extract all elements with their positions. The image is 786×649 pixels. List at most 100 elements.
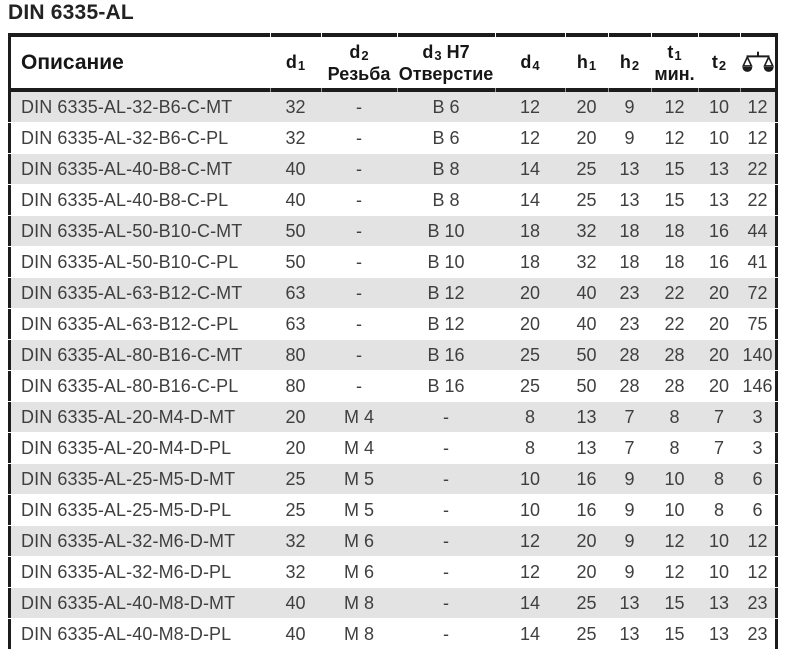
cell-d2: - bbox=[356, 159, 362, 179]
border-notch bbox=[698, 33, 699, 37]
cell-h2: 13 bbox=[619, 593, 640, 613]
table-row: DIN 6335-AL-25-M5-D-PL 25 M 5 - 10 16 9 10 8 6 bbox=[8, 495, 778, 525]
cell-d3: B 6 bbox=[432, 97, 460, 117]
cell-t1: 15 bbox=[664, 159, 685, 179]
table-row: DIN 6335-AL-63-B12-C-MT 63 - B 12 20 40 23 22 20… bbox=[8, 278, 778, 308]
border-notch bbox=[740, 33, 741, 37]
table-row: DIN 6335-AL-32-M6-D-MT 32 M 6 - 12 20 9 12 10 12 bbox=[8, 526, 778, 556]
cell-h2: 13 bbox=[619, 190, 640, 210]
cell-d2: - bbox=[356, 190, 362, 210]
cell-d4: 12 bbox=[519, 562, 541, 582]
border-notch bbox=[651, 33, 652, 37]
cell-h2: 9 bbox=[624, 128, 635, 148]
cell-d4: 14 bbox=[519, 624, 541, 644]
cell-d1: 25 bbox=[285, 500, 306, 520]
cell-d3: B 16 bbox=[427, 345, 465, 365]
cell-d2: M 5 bbox=[343, 469, 374, 489]
cell-d4: 25 bbox=[519, 376, 541, 396]
cell-h1: 25 bbox=[576, 159, 597, 179]
cell-d4: 20 bbox=[519, 314, 541, 334]
cell-d4: 14 bbox=[519, 159, 541, 179]
col-header-symbol: t bbox=[667, 41, 674, 62]
cell-h2: 23 bbox=[619, 283, 640, 303]
cell-weight: 140 bbox=[742, 345, 773, 365]
cell-d4: 18 bbox=[519, 221, 541, 241]
cell-d2: - bbox=[356, 376, 362, 396]
spec-table: Описание d1 d2 Резьба d3 H7 Отверстие d4 h1 h2 t1… bbox=[8, 33, 778, 649]
col-header-subscript: 2 bbox=[361, 47, 369, 63]
cell-d1: 40 bbox=[285, 190, 306, 210]
cell-desc: DIN 6335-AL-32-M6-D-PL bbox=[21, 562, 232, 582]
col-header-h2: h2 bbox=[608, 33, 651, 88]
cell-weight: 6 bbox=[752, 500, 763, 520]
cell-d4: 12 bbox=[519, 128, 541, 148]
page-title: DIN 6335-AL bbox=[8, 1, 134, 24]
border-notch bbox=[397, 33, 398, 37]
border-notch bbox=[495, 33, 496, 37]
table-row: DIN 6335-AL-63-B12-C-PL 63 - B 12 20 40 23 22 20… bbox=[8, 309, 778, 339]
cell-t2: 20 bbox=[708, 314, 730, 334]
cell-d4: 8 bbox=[524, 407, 535, 427]
border-notch bbox=[270, 33, 271, 37]
table-row: DIN 6335-AL-50-B10-C-PL 50 - B 10 18 32 18 18 16… bbox=[8, 247, 778, 277]
cell-d1: 80 bbox=[285, 345, 306, 365]
cell-weight: 3 bbox=[752, 407, 763, 427]
border-notch bbox=[565, 88, 566, 92]
cell-d4: 8 bbox=[524, 438, 535, 458]
cell-t1: 10 bbox=[664, 469, 685, 489]
cell-t2: 8 bbox=[713, 469, 724, 489]
col-header-t1: t1 мин. bbox=[651, 33, 698, 88]
cell-d4: 18 bbox=[519, 252, 541, 272]
cell-h2: 9 bbox=[624, 531, 635, 551]
cell-h2: 18 bbox=[619, 252, 640, 272]
cell-h2: 28 bbox=[619, 345, 640, 365]
cell-desc: DIN 6335-AL-50-B10-C-MT bbox=[21, 221, 243, 241]
cell-h1: 32 bbox=[576, 252, 597, 272]
table-row: DIN 6335-AL-32-B6-C-MT 32 - B 6 12 20 9 12 10 12 bbox=[8, 92, 778, 122]
cell-weight: 6 bbox=[752, 469, 763, 489]
cell-d2: - bbox=[356, 314, 362, 334]
col-header-d3: d3 H7 Отверстие bbox=[397, 33, 495, 88]
cell-desc: DIN 6335-AL-32-M6-D-MT bbox=[21, 531, 236, 551]
cell-t2: 8 bbox=[713, 500, 724, 520]
cell-desc: DIN 6335-AL-40-B8-C-PL bbox=[21, 190, 229, 210]
col-header-subscript: 1 bbox=[588, 57, 597, 73]
cell-t2: 20 bbox=[708, 283, 730, 303]
cell-d4: 12 bbox=[519, 531, 541, 551]
cell-h1: 20 bbox=[576, 562, 597, 582]
cell-d3: - bbox=[443, 407, 449, 427]
cell-t1: 12 bbox=[664, 531, 685, 551]
col-header-symbol: h bbox=[576, 51, 588, 72]
col-header-subscript: 1 bbox=[297, 57, 306, 73]
cell-h1: 40 bbox=[576, 283, 597, 303]
cell-d2: - bbox=[356, 345, 362, 365]
col-header-t2: t2 bbox=[698, 33, 740, 88]
cell-desc: DIN 6335-AL-50-B10-C-PL bbox=[21, 252, 239, 272]
cell-t2: 10 bbox=[708, 562, 730, 582]
cell-t2: 10 bbox=[708, 97, 730, 117]
col-header-label: Описание bbox=[21, 50, 124, 74]
cell-t1: 22 bbox=[664, 314, 685, 334]
cell-h1: 50 bbox=[576, 376, 597, 396]
table-row: DIN 6335-AL-80-B16-C-MT 80 - B 16 25 50 28 28 20… bbox=[8, 340, 778, 370]
cell-desc: DIN 6335-AL-32-B6-C-PL bbox=[21, 128, 229, 148]
cell-d2: - bbox=[356, 97, 362, 117]
cell-h2: 13 bbox=[619, 624, 640, 644]
cell-d3: - bbox=[443, 531, 449, 551]
cell-d3: - bbox=[443, 624, 449, 644]
cell-h1: 20 bbox=[576, 531, 597, 551]
header-divider bbox=[8, 88, 778, 92]
cell-weight: 23 bbox=[747, 593, 768, 613]
cell-h1: 16 bbox=[576, 469, 597, 489]
cell-desc: DIN 6335-AL-40-M8-D-MT bbox=[21, 593, 236, 613]
cell-d3: - bbox=[443, 500, 449, 520]
cell-t2: 10 bbox=[708, 128, 730, 148]
table-row: DIN 6335-AL-40-B8-C-MT 40 - B 8 14 25 13 15 13 22 bbox=[8, 154, 778, 184]
border-notch bbox=[608, 33, 609, 37]
cell-t2: 7 bbox=[713, 407, 724, 427]
cell-h2: 13 bbox=[619, 159, 640, 179]
cell-t2: 20 bbox=[708, 345, 730, 365]
col-header-symbol: h bbox=[619, 51, 631, 72]
cell-h2: 7 bbox=[624, 407, 635, 427]
table-body: DIN 6335-AL-32-B6-C-MT 32- B 6 12 20 9 12 10 12 D… bbox=[8, 92, 778, 649]
